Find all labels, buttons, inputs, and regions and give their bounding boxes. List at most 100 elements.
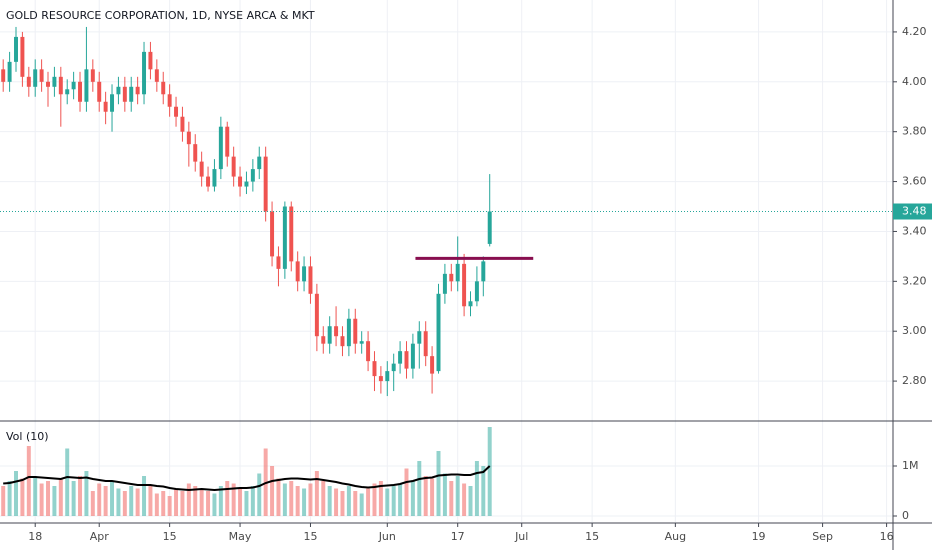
candle-body xyxy=(33,69,38,87)
candle-body xyxy=(468,301,473,307)
candle-body xyxy=(455,263,460,282)
candle-body xyxy=(442,273,447,294)
volume-bar xyxy=(474,461,479,516)
candle-body xyxy=(97,81,102,102)
last-price-label: 3.48 xyxy=(902,204,927,217)
y-tick-label: 2.80 xyxy=(902,374,927,387)
volume-bar xyxy=(462,483,467,516)
volume-bar xyxy=(257,473,262,516)
candle-body xyxy=(385,371,390,382)
x-tick-label: 16 xyxy=(880,530,894,543)
candle-body xyxy=(161,81,166,95)
candle-body xyxy=(84,69,89,102)
candle-body xyxy=(430,356,435,374)
x-tick-label: 18 xyxy=(28,530,42,543)
x-tick-label: Jun xyxy=(378,530,396,543)
candle-body xyxy=(263,156,268,212)
volume-bar xyxy=(122,491,127,516)
volume-bar xyxy=(1,486,6,516)
volume-bar xyxy=(366,488,371,516)
volume-bar xyxy=(244,491,249,516)
candle-body xyxy=(423,331,428,357)
candle-body xyxy=(276,256,281,269)
candle-body xyxy=(46,81,50,87)
volume-bar xyxy=(442,473,447,516)
x-tick-label: 19 xyxy=(752,530,766,543)
volume-bar xyxy=(340,491,345,516)
candle-body xyxy=(135,86,140,95)
volume-bar xyxy=(58,478,63,516)
x-tick-label: Sep xyxy=(812,530,833,543)
candle-body xyxy=(289,206,294,262)
candle-body xyxy=(462,263,467,307)
candle-body xyxy=(378,376,383,382)
volume-bar xyxy=(193,486,198,516)
volume-bar xyxy=(218,486,223,516)
y-tick-label: 3.00 xyxy=(902,324,927,337)
volume-bar xyxy=(39,483,44,516)
volume-bar xyxy=(225,481,230,516)
volume-bar xyxy=(353,491,358,516)
volume-bar xyxy=(270,466,275,516)
volume-bar xyxy=(430,478,435,516)
candle-body xyxy=(71,81,76,90)
candle-body xyxy=(65,89,70,95)
volume-bar xyxy=(161,491,166,516)
volume-bar xyxy=(110,481,115,516)
candle-body xyxy=(359,341,364,344)
candle-body xyxy=(474,281,479,302)
candle-body xyxy=(90,69,95,82)
volume-bar xyxy=(52,486,57,516)
volume-label: Vol (10) xyxy=(6,430,49,443)
volume-bar xyxy=(282,483,287,516)
volume-bar xyxy=(174,488,179,516)
candle-body xyxy=(7,61,12,82)
volume-bar xyxy=(327,486,332,516)
candle-body xyxy=(20,36,25,77)
volume-bar xyxy=(142,476,147,516)
volume-bar xyxy=(231,483,236,516)
volume-bar xyxy=(423,476,428,516)
candle-body xyxy=(257,156,262,170)
y-tick-label: 0 xyxy=(902,509,909,522)
candle-body xyxy=(398,351,403,364)
y-tick-label: 4.20 xyxy=(902,25,927,38)
plot xyxy=(0,26,893,516)
candle-body xyxy=(231,156,236,177)
candle-body xyxy=(481,261,486,282)
x-tick-label: May xyxy=(229,530,252,543)
candle-body xyxy=(487,211,492,244)
volume-bar xyxy=(481,466,486,516)
candle-body xyxy=(270,211,275,257)
candle-body xyxy=(353,318,358,344)
volume-bar xyxy=(84,471,89,516)
volume-bar xyxy=(116,488,121,516)
volume-bar xyxy=(417,461,422,516)
volume-bar xyxy=(71,481,76,516)
volume-bar xyxy=(65,448,70,516)
y-tick-label: 1M xyxy=(902,459,919,472)
volume-bar xyxy=(391,486,396,516)
volume-bar xyxy=(46,481,50,516)
candle-body xyxy=(186,131,191,145)
volume-ma-line xyxy=(3,465,491,492)
candle-body xyxy=(148,51,153,70)
volume-bar xyxy=(20,478,25,516)
candle-body xyxy=(391,363,396,372)
volume-bar xyxy=(78,476,83,516)
candle-body xyxy=(436,293,441,372)
volume-bar xyxy=(238,488,243,516)
candle-body xyxy=(225,126,230,157)
volume-bar xyxy=(455,476,460,516)
volume-bar xyxy=(186,483,191,516)
candle-body xyxy=(212,169,217,187)
candle-body xyxy=(58,76,63,95)
volume-bar xyxy=(14,471,18,516)
x-tick-label: 15 xyxy=(303,530,317,543)
candle-body xyxy=(167,94,172,107)
volume-bar xyxy=(468,486,473,516)
candle-body xyxy=(174,106,179,117)
volume-bar xyxy=(302,488,307,516)
candle-body xyxy=(295,261,300,282)
